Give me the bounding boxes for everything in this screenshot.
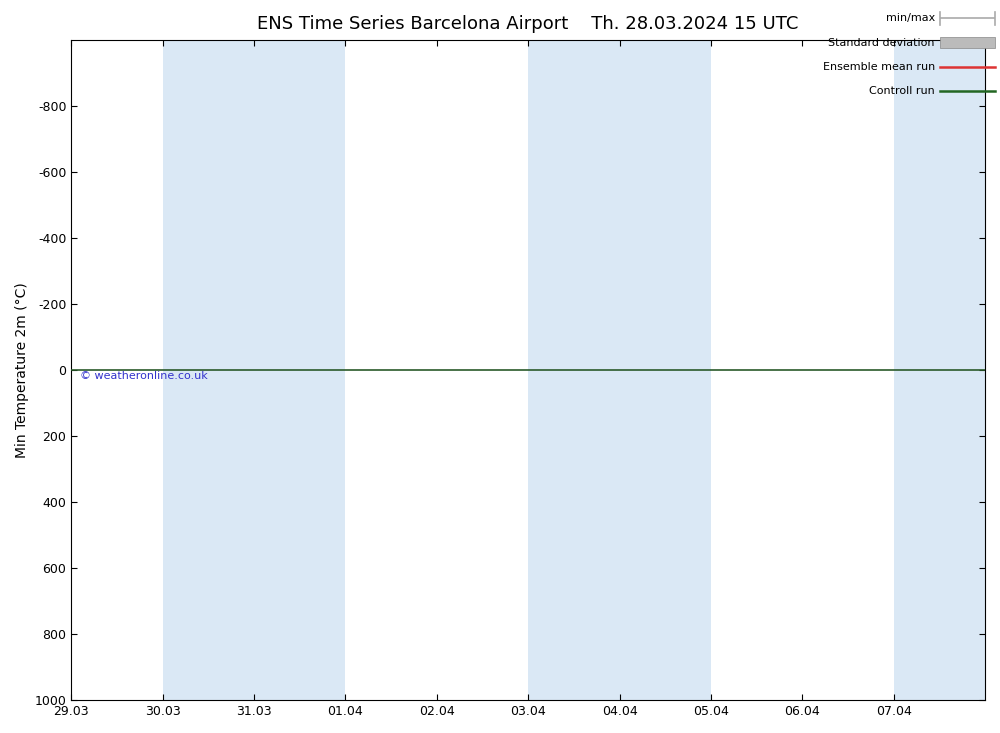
Text: Standard deviation: Standard deviation bbox=[828, 37, 935, 48]
Text: © weatheronline.co.uk: © weatheronline.co.uk bbox=[80, 372, 208, 381]
Text: min/max: min/max bbox=[886, 13, 935, 23]
Text: Ensemble mean run: Ensemble mean run bbox=[823, 62, 935, 72]
Bar bbox=[528, 40, 711, 700]
Y-axis label: Min Temperature 2m (°C): Min Temperature 2m (°C) bbox=[15, 282, 29, 458]
Bar bbox=[894, 40, 985, 700]
Text: Controll run: Controll run bbox=[869, 86, 935, 96]
Title: ENS Time Series Barcelona Airport    Th. 28.03.2024 15 UTC: ENS Time Series Barcelona Airport Th. 28… bbox=[257, 15, 799, 33]
Bar bbox=[163, 40, 345, 700]
